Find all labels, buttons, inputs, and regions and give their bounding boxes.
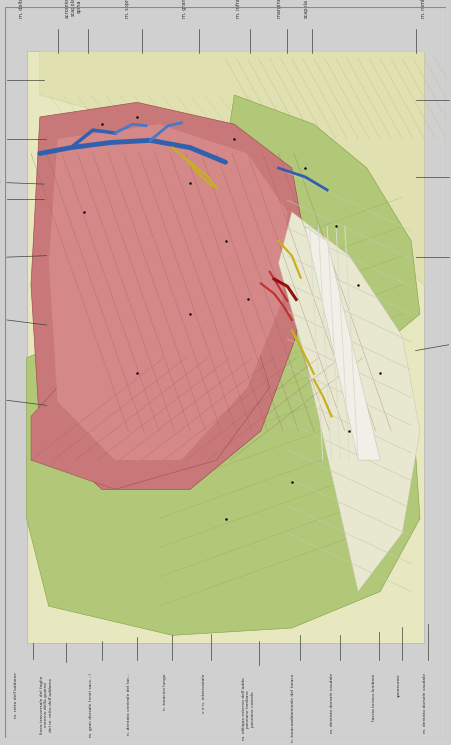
Text: m. obliquo esterno dell'addo
porzione lombare
porzione costale: m. obliquo esterno dell'addo porzione lo… (242, 678, 255, 741)
Text: sponeurosi: sponeurosi (397, 673, 401, 697)
Polygon shape (31, 102, 305, 489)
Text: m. grande rotondo: m. grande rotondo (182, 0, 187, 19)
Text: fascia toraco-lombare: fascia toraco-lombare (372, 673, 376, 720)
Text: scapola: scapola (304, 0, 308, 19)
Text: acromion
scapola
spina: acromion scapola spina (64, 0, 81, 19)
Text: m. sopraspinoso: m. sopraspinoso (125, 0, 130, 19)
Text: n. toracoaddominale del torace: n. toracoaddominale del torace (291, 673, 295, 742)
Text: n. dentato ventrale del tor...: n. dentato ventrale del tor... (127, 673, 131, 735)
Polygon shape (40, 51, 424, 285)
Text: m. romboide toracico: m. romboide toracico (421, 0, 426, 19)
Text: m. infraspinoso: m. infraspinoso (236, 0, 241, 19)
Text: n. toracico lungo: n. toracico lungo (162, 673, 166, 710)
Text: m. dentato dorsale caudale: m. dentato dorsale caudale (423, 673, 427, 733)
Text: m. gran dorsale (resti sacc...): m. gran dorsale (resti sacc...) (89, 673, 93, 737)
Polygon shape (27, 51, 424, 643)
Text: m. retto dell'addome: m. retto dell'addome (14, 672, 18, 718)
Text: linea trasversale del foglio
esterno della guaina
del m. retto dell'addome: linea trasversale del foglio esterno del… (40, 676, 53, 734)
Text: margine dorsale: margine dorsale (277, 0, 282, 19)
Polygon shape (305, 226, 380, 460)
Polygon shape (31, 314, 270, 489)
Text: m. deltoide: m. deltoide (19, 0, 24, 19)
Polygon shape (49, 124, 287, 460)
Text: v e n. intercostale: v e n. intercostale (202, 673, 206, 713)
Polygon shape (27, 241, 420, 635)
Polygon shape (216, 95, 420, 336)
Polygon shape (279, 212, 420, 592)
Text: m. dentato dorsale caudale: m. dentato dorsale caudale (331, 673, 335, 733)
